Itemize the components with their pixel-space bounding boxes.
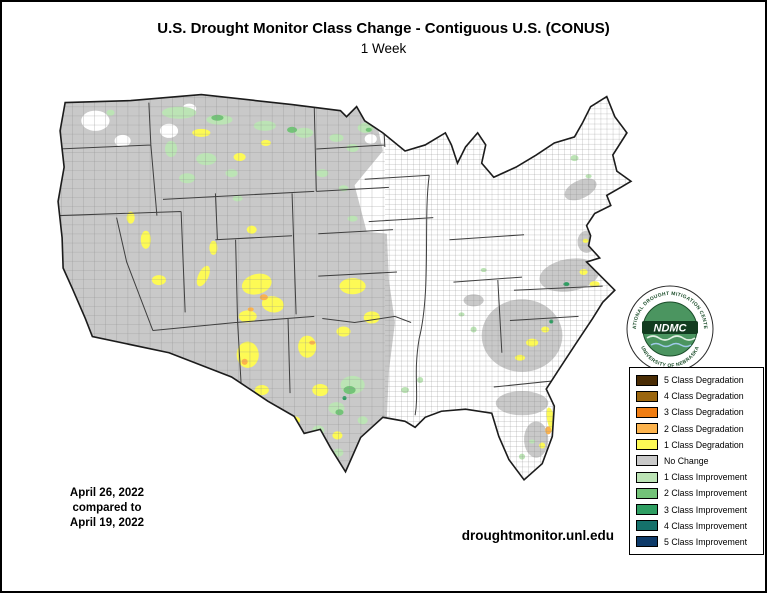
- legend-label: No Change: [664, 455, 709, 466]
- legend-item: 2 Class Improvement: [636, 486, 757, 500]
- legend-swatch: [636, 406, 658, 418]
- legend-swatch: [636, 536, 658, 548]
- legend-swatch: [636, 520, 658, 532]
- legend-swatch: [636, 471, 658, 483]
- legend-swatch: [636, 504, 658, 515]
- map-legend: 5 Class Degradation 4 Class Degradation …: [629, 367, 764, 555]
- legend-label: 3 Class Improvement: [664, 504, 748, 515]
- legend-label: 2 Class Degradation: [664, 423, 744, 434]
- legend-item: 5 Class Improvement: [636, 535, 757, 549]
- legend-swatch: [636, 374, 658, 386]
- conus-map: [57, 93, 633, 482]
- legend-item: 4 Class Improvement: [636, 519, 757, 533]
- legend-item: 3 Class Improvement: [636, 503, 757, 517]
- legend-item: 2 Class Degradation: [636, 422, 757, 436]
- legend-label: 4 Class Degradation: [664, 391, 744, 402]
- logo-banner: [642, 321, 698, 334]
- legend-swatch: [636, 487, 658, 499]
- legend-swatch: [636, 439, 658, 451]
- date-compared-label: compared to: [72, 501, 142, 514]
- legend-label: 5 Class Degradation: [664, 375, 744, 385]
- legend-label: 5 Class Improvement: [664, 536, 748, 547]
- legend-label: 2 Class Improvement: [664, 488, 748, 499]
- logo-wave2-icon: [650, 342, 692, 348]
- legend-item: 5 Class Degradation: [636, 373, 757, 387]
- logo-wave-icon: [646, 335, 696, 341]
- legend-item: 1 Class Degradation: [636, 438, 757, 452]
- site-url: droughtmonitor.unl.edu: [461, 528, 614, 543]
- date-current: April 26, 2022: [69, 487, 145, 499]
- legend-swatch: [636, 390, 658, 402]
- logo-acronym: NDMC: [654, 323, 688, 335]
- county-grid-east: [384, 94, 631, 480]
- legend-swatch: [636, 455, 658, 467]
- legend-item: 1 Class Improvement: [636, 470, 757, 484]
- legend-label: 1 Class Improvement: [664, 472, 748, 483]
- page-title: U.S. Drought Monitor Class Change - Cont…: [157, 20, 610, 37]
- legend-item: No Change: [636, 454, 757, 468]
- page-subtitle: 1 Week: [360, 41, 407, 56]
- legend-label: 3 Class Degradation: [664, 407, 744, 418]
- ndmc-logo: NATIONAL DROUGHT MITIGATION CENTER UNIVE…: [625, 284, 714, 373]
- legend-item: 3 Class Degradation: [636, 405, 757, 419]
- legend-swatch: [636, 423, 658, 435]
- date-previous: April 19, 2022: [69, 516, 145, 529]
- legend-item: 4 Class Degradation: [636, 389, 757, 403]
- legend-label: 4 Class Improvement: [664, 520, 748, 531]
- date-comparison: April 26, 2022 compared to April 19, 202…: [40, 486, 174, 531]
- us-outline: [57, 93, 633, 482]
- legend-label: 1 Class Degradation: [664, 439, 744, 450]
